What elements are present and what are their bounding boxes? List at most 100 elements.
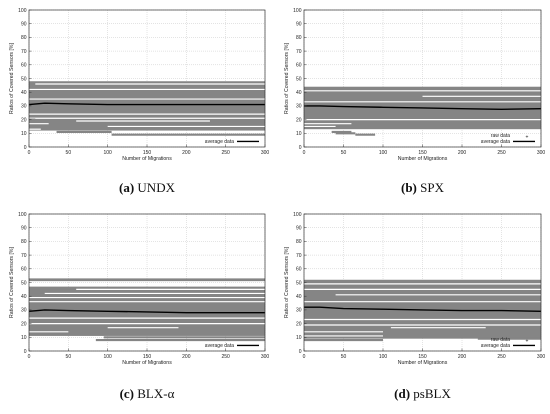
legend-label: average data (481, 343, 510, 349)
caption-name: SPX (417, 180, 445, 195)
y-axis-label: Ratios of Covered Sensors [%] (284, 42, 290, 113)
y-tick-label: 90 (21, 22, 27, 28)
legend-label: average data (205, 139, 234, 145)
panel-caption: (d) psBLX (394, 386, 451, 401)
y-tick-label: 100 (18, 8, 27, 14)
x-tick-label: 300 (537, 354, 546, 360)
x-tick-label: 150 (143, 150, 152, 156)
chart-panel-1: 0 10 20 30 40 50 60 70 80 90 100 0 50 100 150 200 250 300… (9, 8, 269, 195)
y-tick-label: 10 (296, 335, 302, 341)
x-tick-label: 150 (418, 354, 427, 360)
y-tick-label: 10 (21, 335, 27, 341)
x-tick-label: 300 (537, 150, 546, 156)
y-tick-label: 0 (24, 349, 27, 355)
legend-marker-raw: + (526, 339, 529, 345)
x-tick-label: 50 (341, 354, 347, 360)
chart-panel-4: 0 10 20 30 40 50 60 70 80 90 100 0 50 100 150 200 250 300… (284, 212, 545, 401)
x-axis-label: Number of Migrations (122, 156, 172, 162)
x-tick-label: 150 (143, 354, 152, 360)
caption-label: (a) (119, 180, 134, 195)
y-tick-label: 70 (21, 49, 27, 55)
x-tick-label: 200 (182, 354, 191, 360)
y-tick-label: 100 (293, 212, 302, 218)
x-tick-label: 200 (182, 150, 191, 156)
x-tick-label: 0 (303, 354, 306, 360)
chart-panel-3: 0 10 20 30 40 50 60 70 80 90 100 0 50 100 150 200 250 300… (9, 212, 269, 401)
average-data-line (28, 102, 265, 106)
x-tick-label: 300 (261, 354, 270, 360)
average-data-line (28, 309, 265, 314)
x-tick-label: 50 (66, 150, 72, 156)
y-tick-label: 60 (296, 63, 302, 69)
y-tick-label: 60 (21, 267, 27, 273)
y-tick-label: 30 (21, 308, 27, 314)
y-axis-label: Ratios of Covered Sensors [%] (9, 42, 15, 113)
y-tick-label: 40 (21, 294, 27, 300)
x-tick-label: 200 (458, 354, 467, 360)
y-tick-label: 90 (296, 22, 302, 28)
y-tick-label: 80 (21, 35, 27, 41)
raw-data-band (29, 278, 265, 282)
raw-data-band (29, 81, 265, 131)
y-tick-label: 10 (21, 131, 27, 137)
panel-caption: (b) SPX (401, 180, 445, 195)
y-tick-label: 40 (296, 90, 302, 96)
x-tick-label: 0 (28, 354, 31, 360)
x-tick-label: 0 (28, 150, 31, 156)
legend-label: raw data (491, 337, 510, 343)
y-tick-label: 90 (21, 226, 27, 232)
caption-name: UNDX (134, 180, 175, 195)
chart-panel-2: 0 10 20 30 40 50 60 70 80 90 100 0 50 100 150 200 250 300… (284, 8, 545, 195)
y-tick-label: 60 (296, 267, 302, 273)
y-axis-label: Ratios of Covered Sensors [%] (9, 246, 15, 317)
y-tick-label: 30 (296, 308, 302, 314)
x-axis-label: Number of Migrations (122, 360, 172, 366)
x-tick-label: 300 (261, 150, 270, 156)
x-axis-label: Number of Migrations (398, 156, 448, 162)
y-tick-label: 90 (296, 226, 302, 232)
panel-caption: (a) UNDX (119, 180, 176, 195)
caption-label: (d) (394, 386, 410, 401)
y-tick-label: 60 (21, 63, 27, 69)
y-tick-label: 40 (21, 90, 27, 96)
caption-name: BLX-α (134, 386, 175, 401)
y-tick-label: 80 (296, 35, 302, 41)
y-tick-label: 0 (24, 145, 27, 151)
x-axis-label: Number of Migrations (398, 360, 448, 366)
x-tick-label: 100 (379, 354, 388, 360)
y-tick-label: 20 (21, 117, 27, 123)
y-tick-label: 20 (296, 321, 302, 327)
caption-name: psBLX (410, 386, 451, 401)
y-tick-label: 70 (21, 253, 27, 259)
caption-label: (b) (401, 180, 417, 195)
caption-label: (c) (120, 386, 134, 401)
x-tick-label: 100 (379, 150, 388, 156)
x-tick-label: 0 (303, 150, 306, 156)
x-tick-label: 100 (103, 354, 112, 360)
x-tick-label: 50 (341, 150, 347, 156)
x-tick-label: 50 (66, 354, 72, 360)
average-data-line (304, 105, 542, 111)
x-tick-label: 200 (458, 150, 467, 156)
x-tick-label: 100 (103, 150, 112, 156)
y-axis-label: Ratios of Covered Sensors [%] (284, 246, 290, 317)
y-tick-label: 70 (296, 49, 302, 55)
y-tick-label: 50 (296, 280, 302, 286)
panel-caption: (c) BLX-α (120, 386, 175, 401)
x-tick-label: 250 (221, 354, 230, 360)
legend-label: average data (205, 343, 234, 349)
y-tick-label: 70 (296, 253, 302, 259)
y-tick-label: 50 (21, 280, 27, 286)
y-tick-label: 30 (21, 104, 27, 110)
y-tick-label: 20 (296, 117, 302, 123)
x-tick-label: 250 (497, 150, 506, 156)
y-tick-label: 100 (293, 8, 302, 14)
legend-label: average data (481, 139, 510, 145)
y-tick-label: 80 (296, 239, 302, 245)
y-tick-label: 40 (296, 294, 302, 300)
x-tick-label: 250 (497, 354, 506, 360)
y-tick-label: 50 (21, 76, 27, 82)
y-tick-label: 100 (18, 212, 27, 218)
y-tick-label: 20 (21, 321, 27, 327)
